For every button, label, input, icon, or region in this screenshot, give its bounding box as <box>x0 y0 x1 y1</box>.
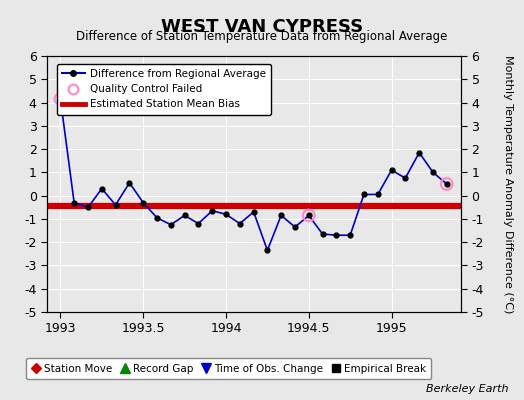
Point <box>443 181 451 187</box>
Text: Berkeley Earth: Berkeley Earth <box>426 384 508 394</box>
Legend: Station Move, Record Gap, Time of Obs. Change, Empirical Break: Station Move, Record Gap, Time of Obs. C… <box>26 358 431 379</box>
Point <box>304 212 313 219</box>
Text: Difference of Station Temperature Data from Regional Average: Difference of Station Temperature Data f… <box>77 30 447 43</box>
Text: WEST VAN CYPRESS: WEST VAN CYPRESS <box>161 18 363 36</box>
Point <box>56 96 64 102</box>
Y-axis label: Monthly Temperature Anomaly Difference (°C): Monthly Temperature Anomaly Difference (… <box>504 55 514 313</box>
Legend: Difference from Regional Average, Quality Control Failed, Estimated Station Mean: Difference from Regional Average, Qualit… <box>57 64 271 115</box>
